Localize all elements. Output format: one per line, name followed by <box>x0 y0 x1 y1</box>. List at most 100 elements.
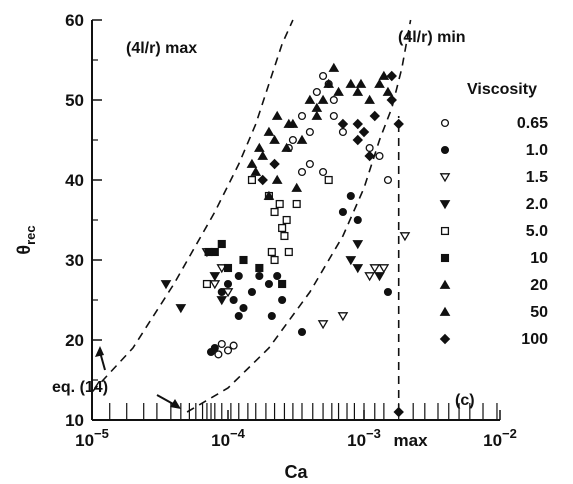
point-series-7 <box>257 150 269 160</box>
x-axis-max-label: max <box>394 431 429 450</box>
point-series-8 <box>393 406 404 418</box>
point-series-1 <box>255 271 264 281</box>
legend-label-0: 0.65 <box>517 115 548 132</box>
y-axis-title: θrec <box>14 225 38 254</box>
legend-marker-7 <box>439 306 451 316</box>
point-series-0 <box>319 71 328 81</box>
point-series-0 <box>305 159 314 169</box>
point-series-4 <box>270 207 279 217</box>
arrow-eq14-lower <box>156 394 181 409</box>
point-series-0 <box>338 127 347 137</box>
point-series-2 <box>364 272 375 282</box>
x-tick-label: 10−5 <box>75 426 109 450</box>
point-series-7 <box>283 118 295 128</box>
point-series-1 <box>278 295 287 305</box>
legend-label-3: 2.0 <box>526 196 548 213</box>
point-series-8 <box>358 126 370 138</box>
point-series-5 <box>210 247 219 257</box>
point-series-4 <box>278 223 287 233</box>
point-series-3 <box>352 264 364 274</box>
y-axis-title-sub: rec <box>23 225 38 245</box>
point-series-0 <box>297 111 307 121</box>
point-series-4 <box>284 247 293 257</box>
legend-marker-5 <box>440 253 450 263</box>
point-series-0 <box>297 167 307 177</box>
point-series-0 <box>329 95 338 105</box>
point-series-0 <box>214 350 223 359</box>
point-series-6 <box>333 86 344 96</box>
point-series-1 <box>229 295 238 305</box>
point-series-3 <box>345 256 357 266</box>
annotation-4lr-min: (4l/r) min <box>398 29 466 46</box>
legend-marker-6 <box>439 279 451 289</box>
point-series-8 <box>386 94 397 106</box>
point-series-8 <box>352 134 363 146</box>
point-series-6 <box>296 134 308 144</box>
point-series-0 <box>329 111 338 121</box>
axes <box>91 20 500 421</box>
x-rug-ticks <box>109 403 498 420</box>
axis-ticks: 10 20 30 40 50 60 10−5 10−4 10−3 10−2 <box>65 11 517 450</box>
point-series-1 <box>383 287 392 297</box>
point-series-6 <box>246 158 258 168</box>
point-series-2 <box>222 288 234 298</box>
point-series-4 <box>202 279 211 289</box>
data-points <box>160 62 411 418</box>
point-series-7 <box>263 190 275 200</box>
annotations: (4l/r) max (4l/r) min eq. (14) <box>52 29 466 409</box>
point-series-5 <box>223 263 233 273</box>
point-series-6 <box>263 126 275 136</box>
arrow-eq14-upper <box>95 346 106 371</box>
point-series-0 <box>383 175 392 185</box>
y-tick-label: 20 <box>65 331 84 350</box>
point-series-6 <box>311 102 323 112</box>
annotation-4lr-max: (4l/r) max <box>126 40 197 57</box>
point-series-7 <box>352 86 364 96</box>
reference-curves <box>91 19 412 413</box>
point-series-1 <box>210 343 219 353</box>
legend-marker-2 <box>439 173 451 183</box>
point-series-8 <box>269 158 280 170</box>
legend-label-8: 100 <box>521 331 548 348</box>
panel-label: (c) <box>455 392 475 409</box>
legend-label-7: 50 <box>530 304 548 321</box>
point-series-1 <box>223 279 233 289</box>
point-series-0 <box>217 339 226 349</box>
point-series-2 <box>378 264 390 274</box>
point-series-1 <box>338 207 347 217</box>
x-tick-label: 10−2 <box>483 426 517 450</box>
point-series-3 <box>209 272 221 282</box>
point-series-6 <box>291 182 303 192</box>
legend: Viscosity 0.65 1.0 1.5 2.0 5.0 10 20 50 100 <box>439 81 548 348</box>
point-series-1 <box>234 271 243 281</box>
legend-label-4: 5.0 <box>526 223 548 240</box>
annotation-eq14: eq. (14) <box>52 379 108 396</box>
point-series-4 <box>267 247 276 257</box>
point-series-4 <box>324 175 333 185</box>
legend-label-6: 20 <box>530 277 548 294</box>
point-series-7 <box>328 62 340 72</box>
point-series-6 <box>355 78 367 88</box>
x-tick-label: 10−3 <box>347 426 381 450</box>
point-series-5 <box>255 263 264 273</box>
point-series-8 <box>337 118 349 130</box>
point-series-0 <box>223 346 233 355</box>
x-axis-title: Ca <box>284 462 308 482</box>
point-series-6 <box>345 78 357 88</box>
y-axis-title-main: θ <box>14 245 34 255</box>
point-series-2 <box>209 280 221 290</box>
y-tick-label: 50 <box>65 91 84 110</box>
legend-label-1: 1.0 <box>526 142 548 159</box>
point-series-2 <box>216 264 228 274</box>
point-series-0 <box>229 341 238 350</box>
point-series-8 <box>369 110 380 122</box>
point-series-0 <box>365 143 374 153</box>
legend-label-2: 1.5 <box>526 169 548 186</box>
y-tick-label: 30 <box>65 251 84 270</box>
point-series-4 <box>270 255 279 265</box>
point-series-7 <box>250 166 262 176</box>
point-series-2 <box>337 312 349 322</box>
legend-label-5: 10 <box>530 250 548 267</box>
point-series-1 <box>267 311 276 321</box>
point-series-2 <box>399 232 411 242</box>
